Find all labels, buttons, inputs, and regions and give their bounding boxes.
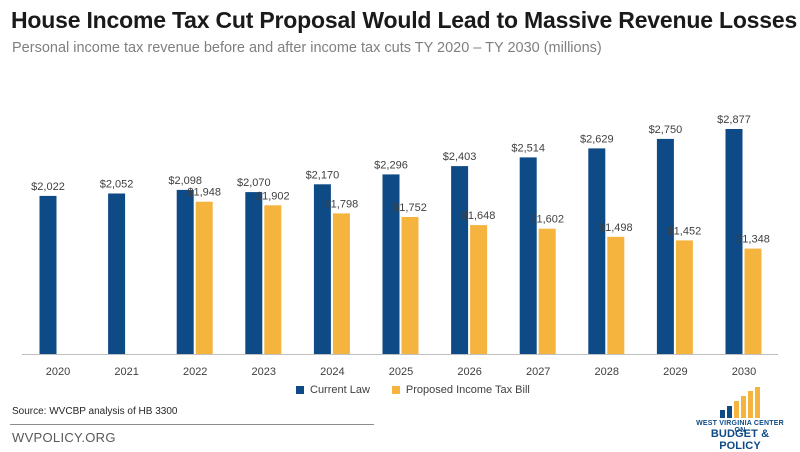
- x-tick-label-2026: 2026: [457, 366, 481, 378]
- data-label-current-law-2030: $2,877: [717, 114, 751, 126]
- bar-proposed-2023: [264, 205, 282, 354]
- x-tick-label-2022: 2022: [183, 366, 207, 378]
- bar-proposed-2026: [470, 225, 488, 354]
- bar-chart: $2,022 2020 $2,052 2021 $2,098$1,948 2022 $2,0…: [22, 114, 778, 378]
- data-label-proposed-2022: $1,948: [187, 187, 221, 199]
- bar-current-law-2026: [451, 166, 469, 354]
- data-label-current-law-2026: $2,403: [443, 151, 477, 163]
- data-label-proposed-2024: $1,798: [325, 198, 359, 210]
- bar-proposed-2024: [332, 213, 350, 354]
- x-tick-label-2020: 2020: [46, 366, 70, 378]
- data-label-current-law-2022: $2,098: [168, 175, 202, 187]
- data-label-current-law-2027: $2,514: [511, 142, 545, 154]
- data-label-proposed-2025: $1,752: [393, 202, 427, 214]
- data-label-current-law-2020: $2,022: [31, 181, 65, 193]
- bar-current-law-2027: [519, 157, 537, 354]
- legend-item-proposed: Proposed Income Tax Bill: [391, 384, 530, 396]
- data-label-current-law-2025: $2,296: [374, 159, 408, 171]
- legend-label-current-law: Current Law: [310, 384, 370, 396]
- x-tick-label-2023: 2023: [252, 366, 276, 378]
- data-label-proposed-2029: $1,452: [668, 225, 702, 237]
- bar-proposed-2027: [538, 228, 556, 354]
- bar-current-law-2023: [245, 192, 263, 354]
- x-tick-label-2028: 2028: [595, 366, 619, 378]
- x-tick-label-2025: 2025: [389, 366, 413, 378]
- logo-main-text: BUDGET & POLICY: [710, 428, 770, 452]
- bar-proposed-2030: [744, 248, 762, 354]
- data-label-current-law-2024: $2,170: [306, 169, 340, 181]
- bar-current-law-2021: [108, 193, 126, 354]
- bar-current-law-2024: [313, 184, 331, 354]
- logo-bars-icon: [720, 387, 760, 418]
- data-label-current-law-2023: $2,070: [237, 177, 271, 189]
- bar-current-law-2022: [176, 189, 194, 354]
- x-tick-label-2024: 2024: [320, 366, 344, 378]
- data-label-proposed-2028: $1,498: [599, 222, 633, 234]
- chart-legend: Current Law Proposed Income Tax Bill: [296, 384, 552, 396]
- chart-title: House Income Tax Cut Proposal Would Lead…: [11, 7, 798, 33]
- data-label-proposed-2023: $1,902: [256, 190, 290, 202]
- legend-item-current-law: Current Law: [296, 384, 370, 396]
- bar-proposed-2025: [401, 217, 419, 354]
- bar-proposed-2029: [675, 240, 693, 354]
- source-divider: [10, 424, 374, 425]
- bar-current-law-2028: [588, 148, 606, 354]
- x-tick-label-2027: 2027: [526, 366, 550, 378]
- website-url: WVPOLICY.ORG: [12, 430, 116, 445]
- wvcbp-logo: WEST VIRGINIA CENTER ON BUDGET & POLICY: [690, 386, 790, 452]
- bar-proposed-2022: [195, 201, 213, 354]
- data-label-current-law-2028: $2,629: [580, 133, 614, 145]
- bar-current-law-2020: [39, 195, 57, 354]
- bar-proposed-2028: [607, 236, 625, 354]
- source-note: Source: WVCBP analysis of HB 3300: [12, 406, 178, 417]
- x-tick-label-2021: 2021: [114, 366, 138, 378]
- bar-current-law-2030: [725, 129, 743, 354]
- bar-current-law-2025: [382, 174, 400, 354]
- data-label-proposed-2030: $1,348: [736, 234, 770, 246]
- data-label-proposed-2027: $1,602: [530, 214, 564, 226]
- legend-label-proposed: Proposed Income Tax Bill: [405, 384, 530, 396]
- chart-subtitle: Personal income tax revenue before and a…: [12, 40, 602, 56]
- legend-swatch-current-law: [296, 386, 304, 394]
- bar-current-law-2029: [656, 138, 674, 354]
- data-label-current-law-2021: $2,052: [100, 179, 134, 191]
- data-label-proposed-2026: $1,648: [462, 210, 496, 222]
- x-tick-label-2029: 2029: [663, 366, 687, 378]
- logo-top-text: WEST VIRGINIA CENTER ON: [696, 420, 784, 434]
- legend-swatch-proposed: [391, 386, 400, 394]
- x-tick-label-2030: 2030: [732, 366, 756, 378]
- data-label-current-law-2029: $2,750: [649, 124, 683, 136]
